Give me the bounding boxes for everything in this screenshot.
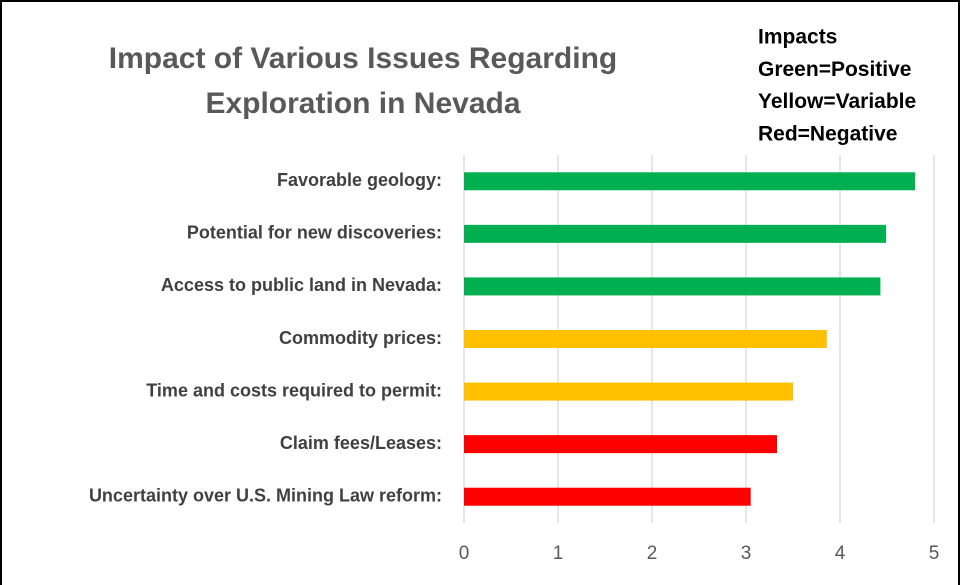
x-tick-label: 4: [835, 543, 846, 564]
y-tick-label: Claim fees/Leases:: [280, 433, 442, 453]
chart-title: Impact of Various Issues Regarding Explo…: [108, 42, 618, 120]
legend-note: Impacts: [758, 26, 837, 49]
x-tick-label: 1: [553, 543, 564, 564]
legend-note: Green=Positive: [758, 58, 912, 81]
bar: [464, 277, 881, 296]
bar: [464, 330, 827, 348]
legend-note: Yellow=Variable: [758, 90, 916, 113]
x-tick-label: 3: [741, 543, 752, 564]
x-tick-label: 2: [647, 543, 658, 564]
bar: [464, 435, 778, 454]
x-tick-label: 0: [459, 543, 470, 564]
y-tick-label: Time and costs required to permit:: [146, 380, 442, 400]
y-tick-label: Commodity prices:: [279, 328, 442, 348]
y-tick-label: Potential for new discoveries:: [187, 223, 442, 243]
bar: [464, 382, 793, 401]
bar: [464, 487, 751, 506]
y-tick-label: Access to public land in Nevada:: [161, 275, 442, 295]
legend-note: Red=Negative: [758, 122, 897, 145]
x-tick-label: 5: [929, 543, 940, 564]
y-tick-label: Uncertainty over U.S. Mining Law reform:: [89, 485, 442, 505]
bar: [464, 224, 887, 243]
bar: [464, 172, 916, 191]
y-tick-label: Favorable geology:: [277, 170, 442, 190]
